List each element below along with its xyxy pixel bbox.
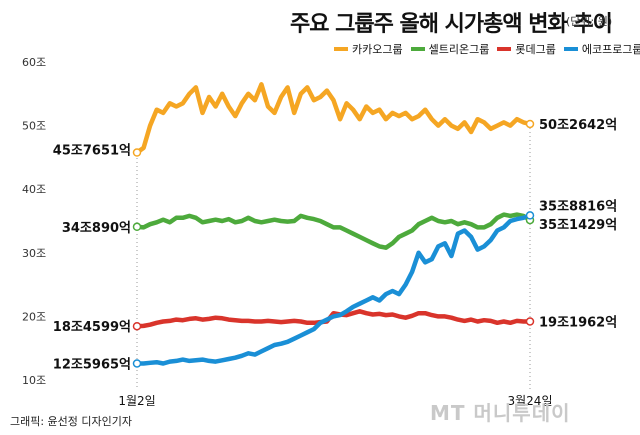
y-tick-label: 20조 [22,310,46,323]
y-tick-label: 40조 [22,183,46,196]
legend-item-celltrion: 셀트리온그룹 [410,41,490,57]
series-end-point-3 [525,211,535,220]
legend-item-kakao: 카카오그룹 [334,41,403,57]
series-line-1 [134,212,533,250]
legend: 카카오그룹 셀트리온그룹 롯데그룹 에코프로그룹 [334,41,640,57]
legend-label-lotte: 롯데그룹 [515,43,556,56]
unit-label: (단위: 원) [566,15,613,28]
legend-label-celltrion: 셀트리온그룹 [428,43,490,56]
legend-swatch-celltrion [410,47,425,51]
series-start-label-1: 34조890억 [62,221,131,236]
series-start-point-1 [132,222,142,232]
series-start-point-2 [132,321,142,331]
series-end-point-0 [525,119,535,129]
legend-label-kakao: 카카오그룹 [352,43,403,56]
y-tick-label: 10조 [22,374,46,387]
series-line-2 [134,309,533,329]
series-end-label-2: 19조1962억 [539,315,617,330]
series-start-label-2: 18조4599억 [53,320,131,335]
y-tick-label: 30조 [22,247,46,260]
series-start-point-3 [132,359,142,368]
legend-item-lotte: 롯데그룹 [497,41,556,57]
series-end-point-2 [525,317,535,326]
series-start-point-0 [132,148,142,157]
series-start-label-0: 45조7651억 [53,144,131,159]
series-line-3 [134,213,533,366]
legend-label-ecopro: 에코프로그룹 [581,43,640,56]
legend-swatch-kakao [334,47,348,51]
graphic-credit: 그래픽: 윤선정 디자인기자 [10,415,133,428]
series-end-label-3: 35조8816억 [539,199,617,214]
chart-title: 주요 그룹주 올해 시가총액 변화 추이 [290,12,613,37]
publisher-watermark: MT 머니투데이 [430,401,571,425]
y-tick-label: 60조 [22,56,46,69]
legend-swatch-ecopro [563,47,578,51]
legend-swatch-lotte [497,47,512,51]
y-tick-label: 50조 [22,120,46,133]
series-start-label-3: 12조5965억 [53,357,131,372]
x-end-label: 3월24일 [508,394,553,408]
series-line-0 [134,82,533,155]
series-end-label-0: 50조2642억 [539,118,617,133]
legend-item-ecopro: 에코프로그룹 [563,41,640,57]
x-start-label: 1월2일 [118,394,155,408]
series-end-label-1: 35조1429억 [539,218,617,233]
